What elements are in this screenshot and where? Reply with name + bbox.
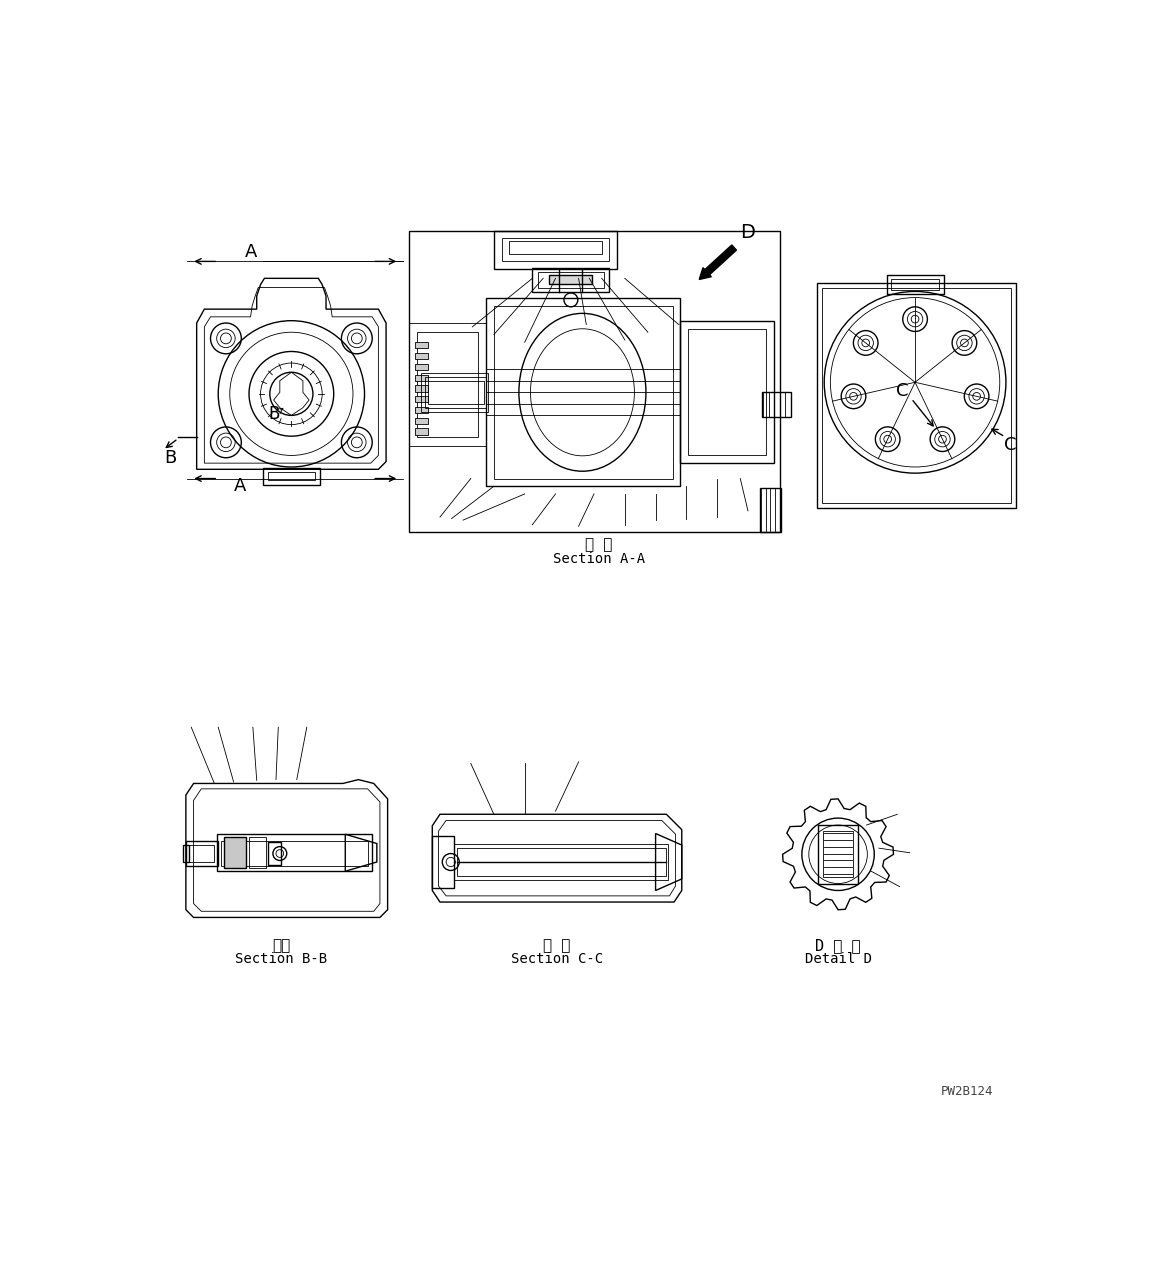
Text: D 詳 細: D 詳 細 (815, 938, 861, 952)
Bar (887, 275, 944, 293)
Bar (409, 323, 486, 447)
Bar (416, 342, 427, 348)
Text: B: B (267, 404, 279, 422)
Text: Section B-B: Section B-B (235, 952, 327, 966)
Bar (189, 845, 214, 861)
Bar (263, 467, 320, 485)
Bar (759, 488, 781, 532)
Bar (533, 268, 610, 292)
Bar (269, 842, 280, 865)
Text: Section A-A: Section A-A (552, 552, 645, 566)
Bar (416, 396, 427, 402)
Bar (486, 298, 680, 486)
Bar (818, 283, 1016, 508)
Text: A: A (244, 243, 257, 261)
Bar (494, 306, 673, 479)
Bar (457, 849, 667, 876)
Bar (549, 275, 592, 284)
Bar (416, 429, 427, 435)
Bar (409, 230, 780, 532)
Bar (762, 392, 791, 417)
Bar (416, 417, 427, 424)
FancyArrow shape (700, 244, 737, 279)
Bar (822, 288, 1011, 503)
Text: PW2B124: PW2B124 (940, 1085, 993, 1098)
Text: A: A (234, 477, 246, 495)
Bar (249, 837, 266, 868)
Bar (224, 837, 246, 868)
Text: D: D (741, 223, 756, 242)
Text: 断 面: 断 面 (585, 538, 612, 552)
Text: 断 面: 断 面 (543, 938, 571, 952)
Text: 断面: 断面 (272, 938, 291, 952)
Bar (417, 333, 479, 436)
Bar (822, 831, 854, 877)
Bar (891, 279, 939, 289)
Bar (416, 407, 427, 413)
Bar (416, 353, 427, 360)
Bar (432, 836, 454, 888)
Text: C: C (1003, 435, 1016, 453)
Bar (680, 321, 774, 463)
Bar (420, 372, 488, 412)
Bar (425, 376, 486, 408)
Bar (267, 472, 315, 480)
Text: B: B (165, 449, 176, 467)
Bar (416, 364, 427, 370)
Bar (509, 242, 602, 253)
Bar (217, 835, 373, 872)
Text: Detail D: Detail D (805, 952, 871, 966)
Text: C: C (896, 381, 909, 399)
Bar (183, 845, 189, 861)
Bar (416, 375, 427, 380)
Bar (429, 380, 484, 404)
Bar (688, 329, 766, 456)
Bar (221, 841, 368, 865)
Bar (537, 273, 604, 288)
Bar (494, 230, 617, 269)
Bar (416, 385, 427, 392)
Text: Section C-C: Section C-C (510, 952, 603, 966)
Bar (454, 844, 668, 881)
Bar (501, 238, 610, 261)
Bar (186, 841, 218, 865)
Bar (818, 826, 858, 883)
